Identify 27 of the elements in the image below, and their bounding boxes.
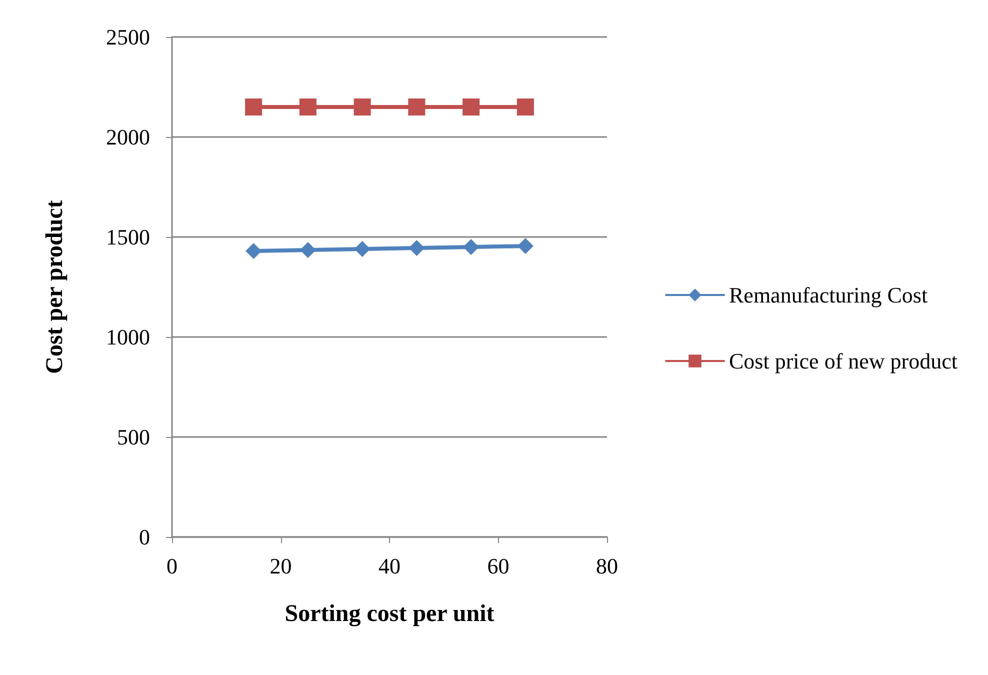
y-tick-label: 0 [139, 524, 150, 550]
y-tick-label: 2000 [106, 124, 150, 150]
point [462, 98, 480, 116]
point [517, 238, 534, 254]
point [463, 239, 480, 255]
x-tick-label: 20 [270, 554, 292, 578]
x-tick-label: 60 [487, 554, 510, 578]
legend-label: Remanufacturing Cost [729, 282, 928, 308]
point [516, 98, 534, 116]
point [246, 243, 262, 259]
y-tick-label: 1500 [106, 224, 150, 250]
point [245, 98, 262, 116]
point [300, 242, 316, 258]
x-tick-label: 40 [378, 554, 400, 578]
point [408, 240, 425, 256]
x-tick-label: 80 [596, 554, 618, 578]
point [408, 98, 426, 116]
point [354, 98, 371, 116]
x-tick-label: 0 [166, 554, 178, 578]
point [299, 98, 316, 116]
x-axis-title: Sorting cost per unit [284, 601, 494, 627]
y-tick-label: 2500 [106, 24, 150, 50]
point [354, 241, 370, 257]
y-tick-label: 1000 [106, 324, 150, 350]
y-axis-title: Cost per product [42, 200, 68, 374]
legend-label: Cost price of new product [729, 348, 958, 374]
y-tick-label: 500 [117, 424, 150, 450]
